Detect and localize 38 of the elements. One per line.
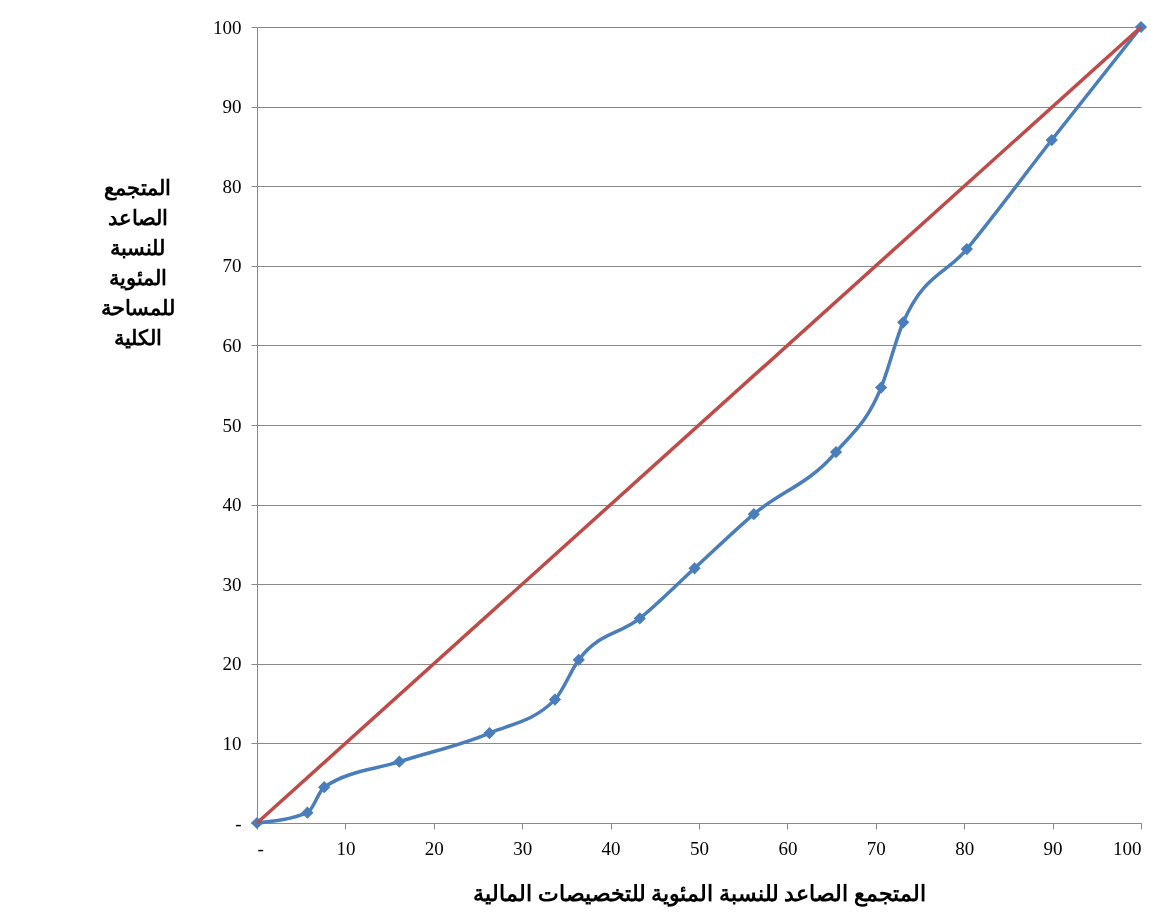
point [633, 612, 646, 625]
y-tick-label: 60 [222, 334, 242, 356]
x-tick-label: 60 [778, 837, 798, 859]
x-axis-title: المتجمع الصاعد للنسبة المئوية للتخصيصات المالية [473, 880, 926, 907]
x-tick-label: 50 [690, 837, 709, 859]
x-tick-label: 100 [1113, 837, 1142, 859]
point [897, 316, 910, 329]
y-tick-label: 20 [222, 653, 242, 675]
y-tick-label: 70 [222, 255, 242, 277]
y-tick-label: 100 [213, 16, 242, 38]
point [483, 726, 496, 740]
y-tick-label: 90 [222, 96, 242, 118]
point [1045, 133, 1058, 147]
y-tick-label: - [235, 812, 242, 834]
x-tick-label: 20 [424, 837, 444, 859]
x-tick-label: 80 [955, 837, 975, 859]
point [960, 242, 973, 256]
x-tick-label: 40 [601, 837, 621, 859]
y-tick-label: 40 [222, 494, 242, 516]
y-tick-label: 80 [222, 175, 242, 197]
point [829, 445, 843, 459]
point [572, 653, 585, 666]
y-tick-label: 30 [222, 573, 242, 595]
point [318, 781, 331, 794]
x-tick-label: - [257, 837, 264, 859]
point [688, 562, 701, 575]
point [393, 755, 406, 768]
point [301, 806, 314, 819]
point [747, 508, 760, 521]
point [548, 693, 562, 706]
x-tick-label: 10 [336, 837, 356, 859]
y-axis-title: المتجمع الصاعد للنسبة المئوية للمساحة الكلية [100, 175, 175, 350]
y-tick-label: 50 [222, 414, 242, 436]
x-tick-label: 30 [513, 837, 533, 859]
y-tick-label: 10 [222, 732, 242, 754]
point [874, 381, 888, 394]
x-tick-label: 90 [1043, 837, 1063, 859]
x-tick-label: 70 [866, 837, 886, 859]
